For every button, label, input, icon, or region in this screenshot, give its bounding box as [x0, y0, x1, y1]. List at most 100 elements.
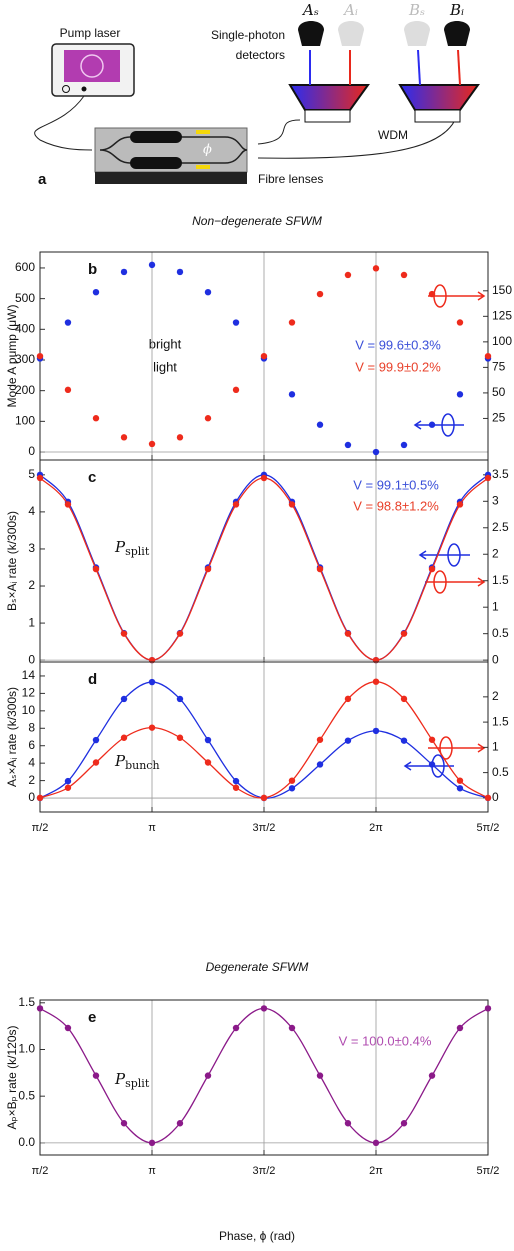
data-point: [288, 319, 296, 326]
data-point: [176, 1120, 184, 1127]
arrow: [425, 577, 486, 587]
data-point: [204, 1072, 212, 1079]
x-tick-label: π/2: [32, 1165, 49, 1177]
data-point: [400, 695, 408, 703]
data-point: [36, 474, 44, 482]
data-point: [176, 734, 184, 741]
data-point: [428, 421, 436, 428]
annotation: Psplit: [114, 1070, 150, 1090]
data-point: [428, 736, 436, 743]
y-tick-label: 3: [28, 541, 35, 555]
data-point: [120, 734, 128, 741]
y-tick-label: 100: [15, 414, 35, 428]
y-axis-label: Aₚ×Bₚ rate (k/120s): [5, 1026, 19, 1130]
data-point: [344, 630, 352, 637]
y2-tick-label: 0: [492, 790, 499, 804]
data-point: [344, 737, 352, 744]
data-point: [260, 1005, 268, 1012]
data-point: [288, 501, 296, 508]
annotation-subscript: split: [125, 545, 150, 558]
y-tick-label: 4: [28, 755, 35, 769]
data-point: [64, 501, 72, 508]
data-point: [148, 678, 156, 686]
data-point: [232, 784, 240, 791]
label: ϕ: [203, 143, 212, 158]
y-tick-label: 400: [15, 321, 35, 335]
detector-label: Aᵢ: [342, 1, 358, 19]
data-point: [92, 1072, 100, 1079]
data-point: [176, 695, 184, 703]
data-point: [456, 501, 464, 508]
data-point: [288, 777, 296, 784]
wdm: [288, 84, 370, 111]
data-point: [372, 678, 380, 685]
fibre: [257, 119, 456, 159]
data-point: [400, 271, 408, 279]
ring: [130, 157, 182, 169]
label: Fibre lenses: [258, 172, 323, 186]
y-tick-label: 14: [22, 668, 36, 682]
detector-label: Bₛ: [408, 1, 425, 19]
knob: [81, 86, 87, 92]
data-point: [288, 785, 296, 792]
annotation-subscript: bunch: [125, 759, 159, 772]
detector: [298, 21, 324, 46]
x-tick-label: 2π: [369, 822, 383, 834]
data-point: [232, 777, 240, 785]
label: Pump laser: [60, 26, 121, 40]
data-point: [260, 352, 268, 360]
y2-tick-label: 1.5: [492, 714, 509, 728]
data-point: [120, 1120, 128, 1127]
y-tick-label: 8: [28, 720, 35, 734]
y2-tick-label: 125: [492, 309, 512, 323]
y-tick-label: 0: [28, 790, 35, 804]
data-point: [232, 501, 240, 508]
data-point: [64, 386, 72, 394]
annotation: bright: [149, 336, 182, 351]
y2-tick-label: 2: [492, 689, 499, 703]
data-point: [428, 290, 436, 298]
heater: [196, 130, 210, 134]
data-point: [484, 474, 492, 482]
x-tick-label: π: [148, 822, 156, 834]
axis-arrows: [403, 284, 486, 778]
panel: π/2 π 3π/2 2π 5π/2 0.0 0.5 1.0 1.5 Aₚ×Bₚ rate (k/…: [5, 995, 499, 1177]
data-point: [148, 1139, 156, 1147]
y-tick-label: 0: [28, 652, 35, 666]
data-point: [120, 268, 128, 276]
y2-tick-label: 25: [492, 411, 506, 425]
data-point: [372, 265, 380, 272]
data-point: [232, 386, 240, 394]
panel: π/2 π 3π/2 2π 5π/2 0 2 4 6 8 10 12 14 0 0.5 1 1.5 2 Aₛ×Aᵢ …: [5, 661, 509, 834]
x-axis-label: Phase, ϕ (rad): [219, 1229, 295, 1243]
y-tick-label: 12: [22, 686, 36, 700]
data-point: [428, 565, 436, 573]
photon-path: [457, 49, 461, 86]
y-tick-label: 1.0: [18, 1042, 35, 1056]
label: WDM: [378, 128, 408, 142]
data-point: [428, 761, 436, 768]
y2-tick-label: 3: [492, 493, 499, 507]
arrow: [428, 743, 486, 753]
x-tick-label: π: [148, 1165, 156, 1177]
y2-tick-label: 1: [492, 599, 499, 613]
annotation: V = 98.8±1.2%: [353, 498, 439, 513]
y-axis-label: Aₛ×Aᵢ rate (k/300s): [5, 687, 19, 787]
annotation: Psplit: [114, 538, 150, 558]
y-axis-label: Mode A pump (μW): [5, 305, 19, 408]
wdm-base: [304, 109, 351, 123]
panel-label: a: [38, 171, 47, 188]
y-tick-label: 5: [28, 467, 35, 481]
detector: [338, 21, 364, 46]
panel-label: c: [88, 469, 96, 486]
data-point: [456, 319, 464, 326]
data-point: [64, 777, 72, 785]
data-point: [456, 391, 464, 398]
detector-label: Aₛ: [301, 1, 319, 19]
y-tick-label: 0: [28, 444, 35, 458]
data-point: [400, 1120, 408, 1127]
y2-tick-label: 150: [492, 283, 512, 297]
data-point: [260, 474, 268, 482]
panel-label: b: [88, 261, 97, 278]
panel-label: d: [88, 671, 97, 688]
